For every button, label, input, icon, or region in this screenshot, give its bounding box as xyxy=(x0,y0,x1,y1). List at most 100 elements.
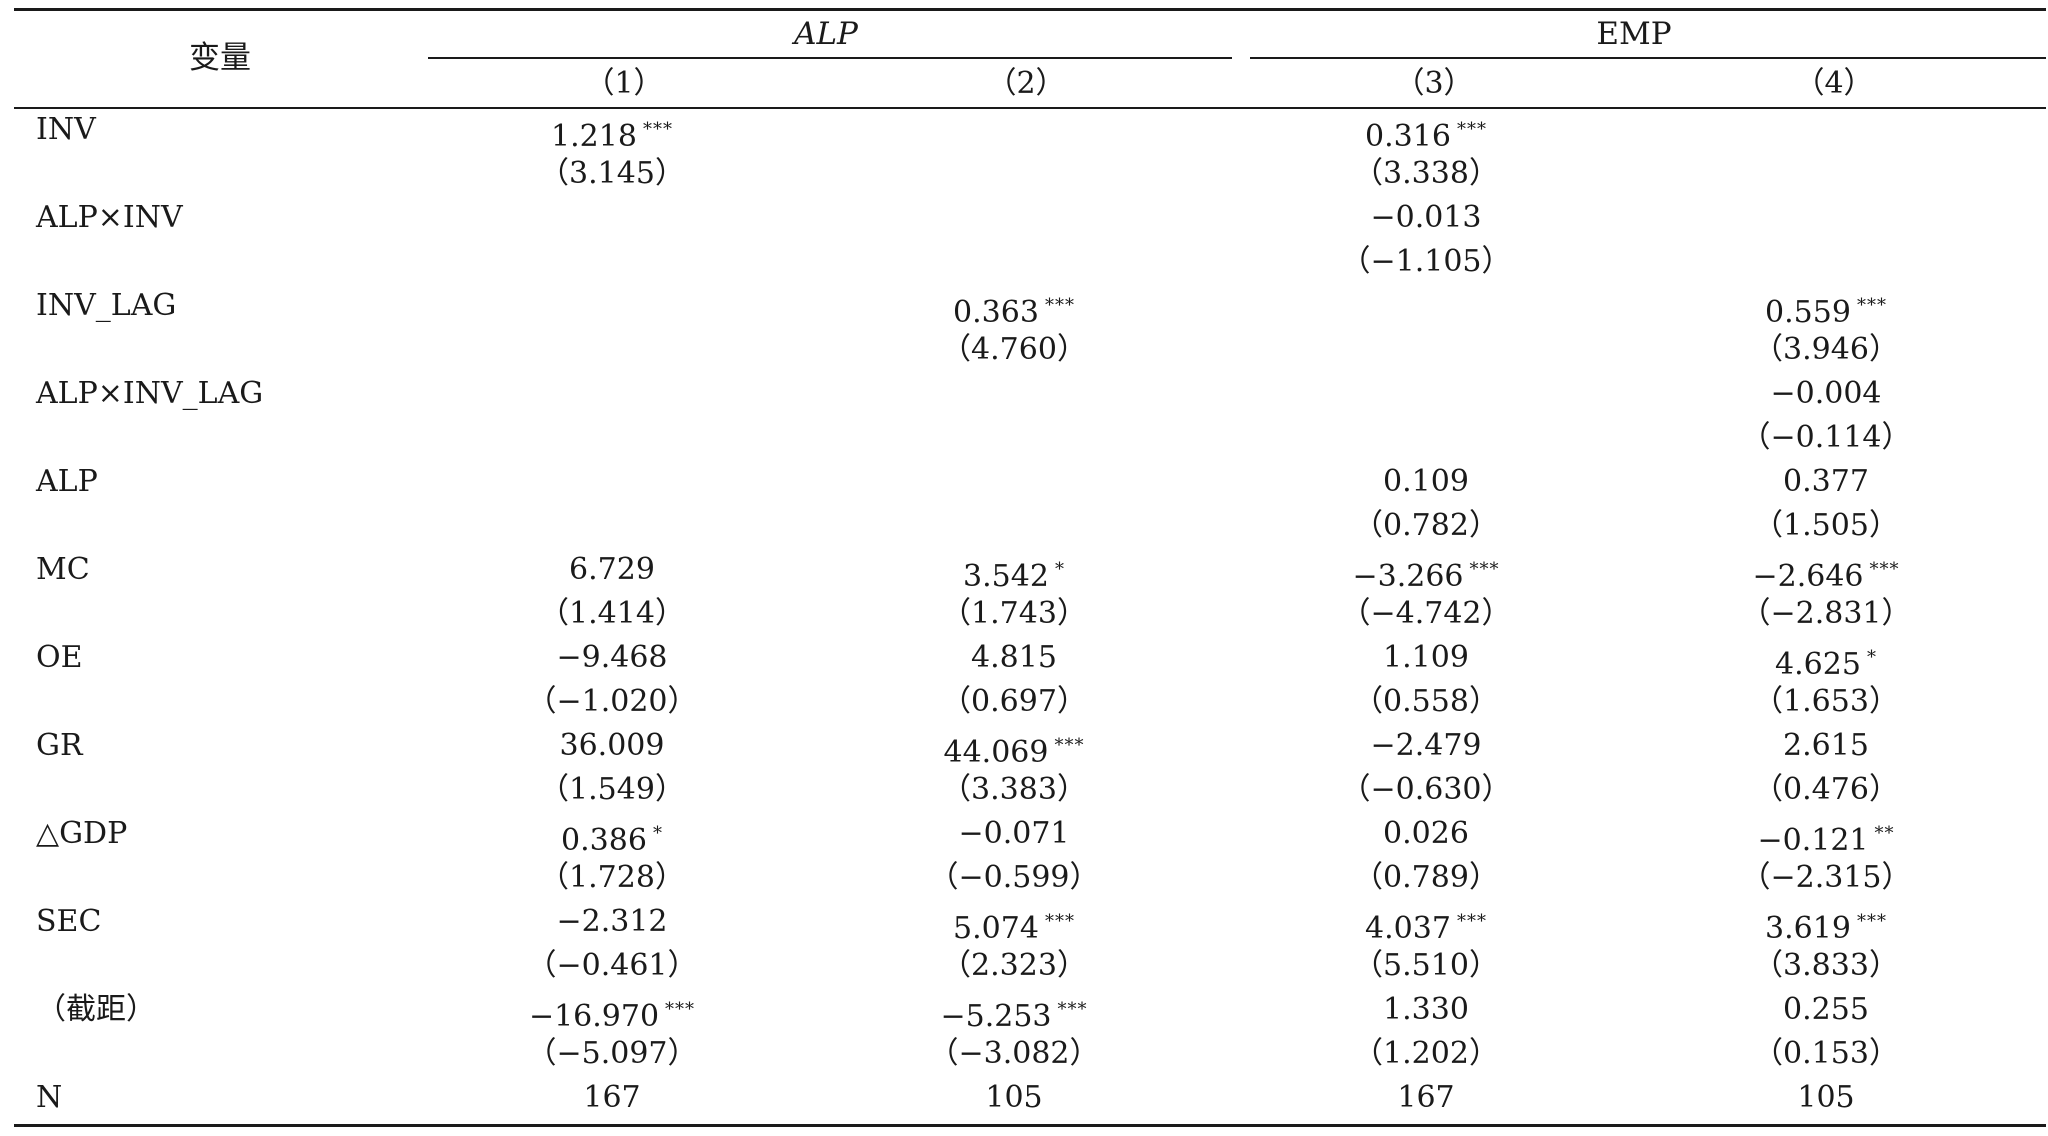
t-stat-cell: （0.476） xyxy=(1753,772,1899,807)
coefficient-cell: 0.377 xyxy=(1783,462,1869,502)
row-label: ALP×INV_LAG xyxy=(36,376,264,411)
significance-stars: * xyxy=(1054,559,1065,580)
coefficient-value: 1.109 xyxy=(1383,640,1469,675)
significance-stars: *** xyxy=(665,999,696,1020)
coefficient-value: 1.330 xyxy=(1383,992,1469,1027)
coefficient-cell: 6.729 xyxy=(569,550,655,590)
t-stat-cell: （1.653） xyxy=(1753,684,1899,719)
coefficient-cell: 1.330 xyxy=(1383,990,1469,1030)
coefficient-value: 3.542 xyxy=(963,559,1049,594)
coefficient-cell: 4.625 * xyxy=(1775,638,1877,685)
significance-stars: *** xyxy=(1057,999,1088,1020)
group-header-alp: ALP xyxy=(794,16,858,52)
coefficient-value: 0.026 xyxy=(1383,816,1469,851)
coefficient-cell: −5.253 *** xyxy=(940,990,1087,1037)
t-stat-cell: （−1.020） xyxy=(526,684,698,719)
coefficient-value: −0.121 xyxy=(1757,823,1869,858)
coefficient-value: 0.109 xyxy=(1383,464,1469,499)
t-stat-cell: （−2.831） xyxy=(1740,596,1912,631)
t-stat-cell: （1.414） xyxy=(539,596,685,631)
t-stat-cell: （1.202） xyxy=(1353,1036,1499,1071)
coefficient-value: 0.377 xyxy=(1783,464,1869,499)
coefficient-cell: 4.037 *** xyxy=(1365,902,1487,949)
significance-stars: *** xyxy=(1456,911,1487,932)
row-label: △GDP xyxy=(36,816,128,851)
t-stat-cell: （0.558） xyxy=(1353,684,1499,719)
variable-header: 变量 xyxy=(189,40,251,76)
coefficient-value: 0.386 xyxy=(561,823,647,858)
coefficient-value: −3.266 xyxy=(1352,559,1464,594)
t-stat-cell: （0.697） xyxy=(941,684,1087,719)
coefficient-cell: −2.479 xyxy=(1370,726,1481,766)
t-stat-cell: （5.510） xyxy=(1353,948,1499,983)
coefficient-cell: 3.542 * xyxy=(963,550,1065,597)
t-stat-cell: （1.728） xyxy=(539,860,685,895)
coefficient-cell: 0.255 xyxy=(1783,990,1869,1030)
coefficient-cell: 1.109 xyxy=(1383,638,1469,678)
t-stat-cell: （3.833） xyxy=(1753,948,1899,983)
coefficient-cell: 0.386 * xyxy=(561,814,663,861)
row-label: INV xyxy=(36,112,96,147)
t-stat-cell: （1.505） xyxy=(1753,508,1899,543)
coefficient-value: 5.074 xyxy=(953,911,1039,946)
coefficient-cell: 0.559 *** xyxy=(1765,286,1887,333)
significance-stars: *** xyxy=(1869,559,1900,580)
coefficient-cell: −0.121 ** xyxy=(1757,814,1894,861)
coefficient-value: 44.069 xyxy=(943,735,1049,770)
t-stat-cell: （3.383） xyxy=(941,772,1087,807)
significance-stars: * xyxy=(652,823,663,844)
row-label: SEC xyxy=(36,904,102,939)
t-stat-cell: （0.789） xyxy=(1353,860,1499,895)
header-rule xyxy=(14,107,2046,109)
group-header-emp: EMP xyxy=(1596,16,1672,52)
significance-stars: *** xyxy=(1044,911,1075,932)
coefficient-cell: 0.316 *** xyxy=(1365,110,1487,157)
n-cell: 167 xyxy=(583,1080,641,1115)
n-cell: 105 xyxy=(985,1080,1043,1115)
coefficient-cell: 4.815 xyxy=(971,638,1057,678)
coefficient-cell: −3.266 *** xyxy=(1352,550,1499,597)
t-stat-cell: （−3.082） xyxy=(928,1036,1100,1071)
significance-stars: *** xyxy=(1054,735,1085,756)
t-stat-cell: （−5.097） xyxy=(526,1036,698,1071)
coefficient-cell: 2.615 xyxy=(1783,726,1869,766)
t-stat-cell: （2.323） xyxy=(941,948,1087,983)
coefficient-cell: 44.069 *** xyxy=(944,726,1085,773)
bottom-rule xyxy=(14,1124,2046,1127)
row-label: ALP×INV xyxy=(36,200,183,235)
t-stat-cell: （4.760） xyxy=(941,332,1087,367)
n-cell: 167 xyxy=(1397,1080,1455,1115)
t-stat-cell: （1.743） xyxy=(941,596,1087,631)
n-row-label: N xyxy=(36,1080,63,1115)
coefficient-value: 1.218 xyxy=(551,119,637,154)
coefficient-value: 36.009 xyxy=(559,728,665,763)
regression-table: 变量 ALP EMP （1） （2） （3） （4） INV 1.218 *** （3… xyxy=(14,0,2046,1136)
significance-stars: *** xyxy=(1856,295,1887,316)
row-label: OE xyxy=(36,640,83,675)
coefficient-value: −5.253 xyxy=(940,999,1052,1034)
coefficient-value: 0.559 xyxy=(1765,295,1851,330)
coefficient-value: 6.729 xyxy=(569,552,655,587)
coefficient-cell: 0.026 xyxy=(1383,814,1469,854)
coefficient-value: 3.619 xyxy=(1765,911,1851,946)
significance-stars: *** xyxy=(1469,559,1500,580)
coefficient-value: −2.312 xyxy=(556,904,668,939)
t-stat-cell: （3.946） xyxy=(1753,332,1899,367)
significance-stars: *** xyxy=(642,119,673,140)
coefficient-value: −0.013 xyxy=(1370,200,1482,235)
coefficient-value: 4.815 xyxy=(971,640,1057,675)
significance-stars: ** xyxy=(1874,823,1895,844)
t-stat-cell: （−2.315） xyxy=(1740,860,1912,895)
coefficient-value: 0.316 xyxy=(1365,119,1451,154)
coefficient-cell: 36.009 xyxy=(560,726,665,766)
significance-stars: * xyxy=(1866,647,1877,668)
column-header-1: （1） xyxy=(584,66,664,101)
row-label: （截距） xyxy=(36,992,156,1027)
column-header-2: （2） xyxy=(986,66,1066,101)
coefficient-cell: 3.619 *** xyxy=(1765,902,1887,949)
coefficient-value: −2.479 xyxy=(1370,728,1482,763)
column-header-3: （3） xyxy=(1394,66,1474,101)
row-label: MC xyxy=(36,552,90,587)
t-stat-cell: （0.782） xyxy=(1353,508,1499,543)
coefficient-value: 0.255 xyxy=(1783,992,1869,1027)
